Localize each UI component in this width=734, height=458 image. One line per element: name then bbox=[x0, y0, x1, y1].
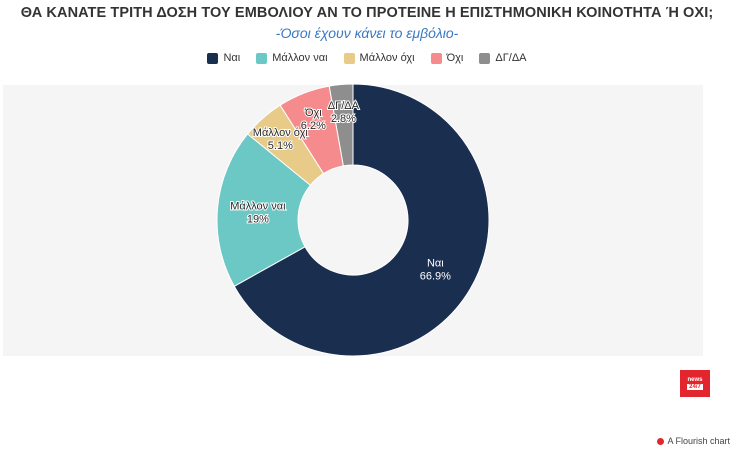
legend-swatch bbox=[256, 52, 268, 64]
legend-item[interactable]: ΔΓ/ΔΑ bbox=[479, 52, 527, 64]
legend-label: Ναι bbox=[223, 52, 241, 64]
flourish-icon bbox=[657, 437, 665, 445]
legend-swatch bbox=[479, 52, 491, 64]
legend-swatch bbox=[343, 52, 355, 64]
slice-value-label: 19% bbox=[247, 214, 269, 226]
logo-text: 24/7 bbox=[687, 384, 703, 391]
slice-value-label: 2.8% bbox=[331, 113, 356, 125]
chart-title: ΘΑ ΚΑΝΑΤΕ ΤΡΙΤΗ ΔΟΣΗ ΤΟΥ ΕΜΒΟΛΙΟΥ ΑΝ ΤΟ … bbox=[20, 5, 714, 21]
legend-swatch bbox=[430, 52, 442, 64]
news247-logo[interactable]: news 24/7 bbox=[680, 370, 710, 397]
slice-category-label: Μάλλον ναι bbox=[230, 201, 286, 213]
slice-category-label: Μάλλον όχι bbox=[253, 127, 309, 139]
credit-label: A Flourish chart bbox=[667, 436, 730, 446]
legend-label: Μάλλον ναι bbox=[272, 52, 328, 64]
chart-subtitle: -Όσοι έχουν κάνει το εμβόλιο- bbox=[275, 25, 459, 41]
slice-category-label: Όχι bbox=[304, 107, 322, 119]
logo-text: news bbox=[687, 376, 703, 383]
legend: Ναι Μάλλον ναι Μάλλον όχι Όχι ΔΓ/ΔΑ bbox=[0, 52, 734, 64]
legend-item[interactable]: Μάλλον όχι bbox=[343, 52, 415, 64]
slice-value-label: 66.9% bbox=[420, 270, 451, 282]
legend-label: Μάλλον όχι bbox=[359, 52, 415, 64]
slice-category-label: ΔΓ/ΔΑ bbox=[328, 100, 360, 112]
legend-item[interactable]: Όχι bbox=[430, 52, 464, 64]
flourish-credit[interactable]: A Flourish chart bbox=[657, 436, 730, 446]
slice-category-label: Ναι bbox=[427, 257, 444, 269]
legend-item[interactable]: Ναι bbox=[207, 52, 240, 64]
donut-slice[interactable] bbox=[216, 133, 312, 287]
donut-slice[interactable] bbox=[233, 83, 490, 357]
donut-slice[interactable] bbox=[328, 83, 354, 167]
slice-value-label: 6.2% bbox=[301, 120, 326, 132]
legend-item[interactable]: Μάλλον ναι bbox=[256, 52, 328, 64]
legend-swatch bbox=[207, 52, 219, 64]
legend-label: Όχι bbox=[446, 52, 464, 64]
legend-label: ΔΓ/ΔΑ bbox=[495, 52, 527, 64]
slice-value-label: 5.1% bbox=[268, 140, 293, 152]
